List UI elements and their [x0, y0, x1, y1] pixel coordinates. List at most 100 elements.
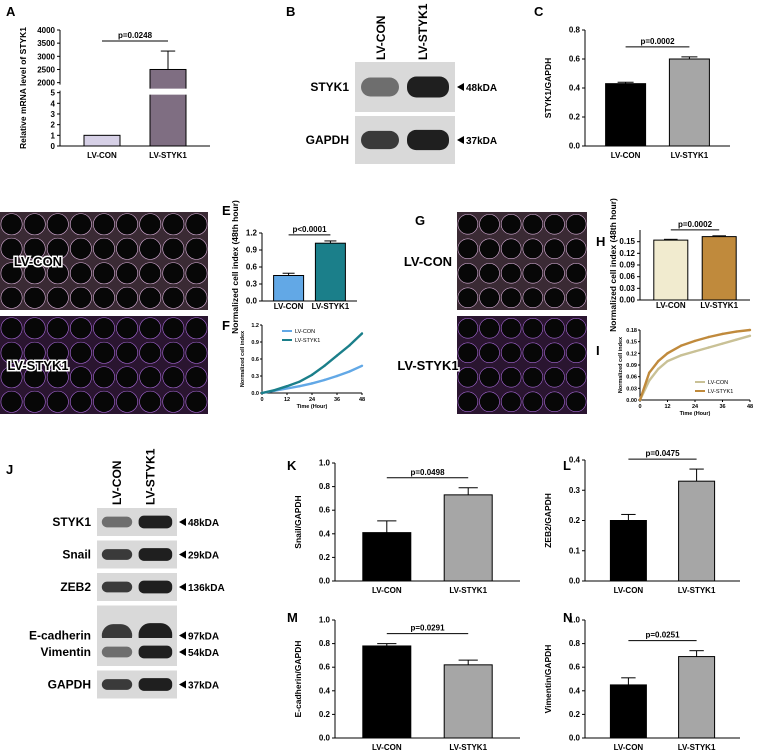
well: [93, 286, 115, 309]
x-tick-label: 36: [719, 404, 725, 410]
y-tick-label: 0.00: [626, 398, 637, 404]
y-tick-label: 0.3: [246, 280, 258, 289]
well: [457, 262, 479, 284]
well: [69, 213, 92, 236]
well: [500, 391, 522, 413]
well: [93, 366, 115, 389]
y-tick-label: 0.6: [246, 263, 258, 272]
x-tick-label: LV-CON: [274, 302, 304, 311]
x-tick-label: 24: [692, 404, 699, 410]
y-tick-label: 0.4: [319, 529, 331, 538]
well: [69, 341, 92, 364]
band: [138, 580, 173, 594]
data-point: [680, 354, 683, 357]
well: [500, 213, 522, 235]
well: [457, 238, 479, 260]
blot-J: J LV-CON LV-STYK1 STYK1 48kDA Snail 29kDA ZEB2 1…: [6, 448, 225, 699]
lane-label: LV-CON: [374, 16, 388, 60]
x-tick-label: LV-STYK1: [149, 151, 187, 160]
well: [522, 262, 544, 284]
panel-M: M 0.0 0.2 0.4 0.6 0.8 1.0 E-cadherin/GAPDH LV-CO…: [287, 610, 520, 752]
data-point: [323, 378, 326, 382]
panel-C: C 0.0 0.2 0.4 0.6 0.8 STYK1/GAPDH LV-CON LV-STYK…: [534, 4, 730, 160]
x-tick-label: 12: [664, 404, 670, 410]
y-axis-label: E-cadherin/GAPDH: [293, 641, 303, 718]
y-tick-label: 0.15: [619, 237, 635, 246]
y-axis-label: Normalized cell index: [240, 330, 246, 387]
y-tick-label: 0.6: [251, 357, 259, 363]
well: [46, 390, 69, 413]
well: [23, 341, 46, 364]
well: [93, 341, 115, 364]
well: [565, 238, 587, 260]
data-point: [348, 344, 351, 347]
y-tick-label: 0.9: [251, 340, 259, 346]
data-point: [748, 328, 752, 332]
well: [457, 287, 479, 309]
well: [185, 390, 208, 413]
x-tick-label: 0: [638, 404, 641, 410]
p-value: p=0.0498: [410, 468, 445, 477]
x-tick-label: LV-CON: [656, 301, 686, 310]
well: [139, 237, 162, 260]
well: [522, 366, 544, 388]
well: [23, 262, 46, 285]
bar: [678, 480, 716, 582]
protein-label: STYK1: [52, 515, 91, 529]
band: [361, 77, 399, 97]
molecular-weight: 54kDA: [188, 648, 219, 659]
y-tick-label: 0.2: [569, 113, 581, 122]
well: [93, 317, 115, 340]
well: [23, 213, 46, 236]
well: [139, 213, 162, 236]
arrow-icon: [457, 136, 464, 144]
well: [46, 341, 69, 364]
legend-label: LV-STYK1: [295, 338, 320, 344]
y-tick-label: 0.09: [619, 261, 635, 270]
y-tick-label: 0.4: [319, 686, 331, 695]
plate-G: G LV-CON LV-STYK1: [396, 212, 587, 414]
p-value: p=0.0248: [118, 31, 153, 40]
data-point: [310, 373, 314, 377]
protein-label: ZEB2: [60, 580, 91, 594]
blot-B: B LV-CON LV-STYK1 STYK1 48kDA GAPDH 37kDA: [286, 3, 497, 164]
y-tick-label: 0.4: [569, 84, 581, 93]
well: [0, 286, 23, 309]
well: [544, 366, 565, 388]
condition-label: LV-STYK1: [397, 358, 458, 373]
well: [479, 262, 500, 284]
well: [185, 341, 208, 364]
well: [46, 317, 69, 340]
well: [139, 286, 162, 309]
y-tick-label: 0.3: [569, 486, 581, 495]
bar: [443, 494, 493, 582]
y-tick-label: 0.6: [319, 506, 331, 515]
p-value: p=0.0002: [678, 220, 713, 229]
x-tick-label: LV-STYK1: [678, 743, 716, 752]
lane-label: LV-CON: [110, 461, 124, 505]
bar: [83, 134, 121, 147]
x-axis-label: Time (Hour): [680, 411, 711, 417]
well: [139, 262, 162, 285]
well: [116, 262, 139, 285]
condition-label: LV-CON: [404, 254, 452, 269]
legend-label: LV-CON: [295, 329, 315, 335]
well: [565, 213, 587, 235]
band: [101, 679, 133, 690]
well: [46, 286, 69, 309]
well: [185, 286, 208, 309]
molecular-weight: 48kDA: [188, 518, 219, 529]
well: [162, 366, 185, 389]
well: [23, 366, 46, 389]
well: [565, 391, 587, 413]
data-point: [721, 332, 724, 336]
well: [0, 366, 23, 389]
well: [162, 237, 185, 260]
p-value: p=0.0251: [645, 631, 680, 640]
band: [138, 548, 173, 561]
well: [185, 366, 208, 389]
protein-label: Vimentin: [41, 645, 91, 659]
well: [565, 342, 587, 364]
